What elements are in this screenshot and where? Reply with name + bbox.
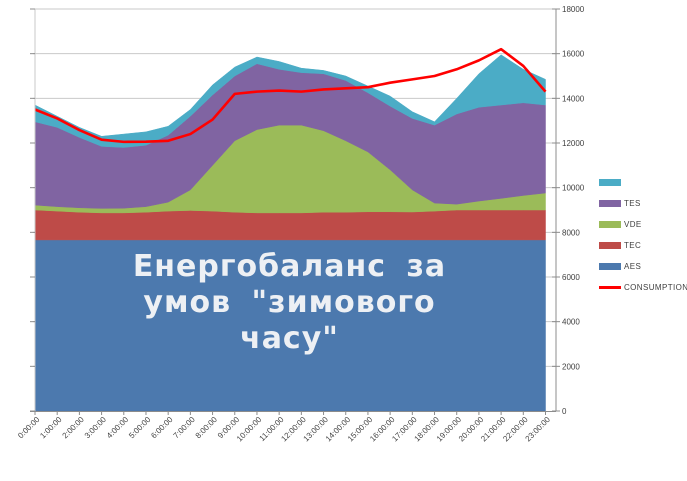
legend-label: TES [624, 199, 641, 208]
legend-item-consumption: CONSUMPTION [599, 277, 687, 298]
legend-item-tec: TEC [599, 235, 687, 256]
legend-color-swatch [599, 263, 621, 270]
legend-label: TEC [624, 241, 642, 250]
y-axis-label: 16000 [562, 50, 585, 59]
x-axis-label: 6:00:00 [149, 415, 175, 441]
chart-legend: TES VDE TEC AES CONSUMPTION [599, 172, 687, 298]
x-axis-label: 7:00:00 [172, 415, 198, 441]
legend-item-tes: TES [599, 193, 687, 214]
legend-color-swatch [599, 200, 621, 207]
y-axis-label: 2000 [562, 362, 580, 371]
x-axis-label: 3:00:00 [83, 415, 109, 441]
legend-label: AES [624, 262, 642, 271]
consumption-line [34, 47, 547, 144]
legend-item-vde: VDE [599, 214, 687, 235]
y-axis-label: 14000 [562, 94, 585, 103]
x-axis-label: 5:00:00 [127, 415, 153, 441]
legend-color-swatch [599, 179, 621, 186]
x-axis-label: 0:00:00 [16, 415, 42, 441]
x-axis-label: 23:00:00 [524, 415, 553, 444]
y-axis-label: 4000 [562, 318, 580, 327]
x-axis-label: 2:00:00 [61, 415, 87, 441]
y-axis-label: 0 [562, 407, 567, 416]
legend-item-aes: AES [599, 256, 687, 277]
legend-label: VDE [624, 220, 642, 229]
area-AES [34, 239, 546, 412]
y-axis-label: 8000 [562, 228, 580, 237]
y-axis-label: 6000 [562, 273, 580, 282]
y-axis-label: 10000 [562, 184, 585, 193]
legend-color-swatch [599, 221, 621, 228]
legend-color-swatch [599, 242, 621, 249]
legend-item-unnamed [599, 172, 687, 193]
legend-line-swatch [599, 286, 621, 289]
x-axis-label: 8:00:00 [194, 415, 220, 441]
y-axis-label: 12000 [562, 139, 585, 148]
x-axis-label: 1:00:00 [38, 415, 64, 441]
area-unnamed-teal [34, 54, 546, 148]
legend-label: CONSUMPTION [624, 283, 687, 292]
x-axis-label: 4:00:00 [105, 415, 131, 441]
area-TEC [34, 209, 546, 241]
y-axis-label: 18000 [562, 5, 585, 14]
